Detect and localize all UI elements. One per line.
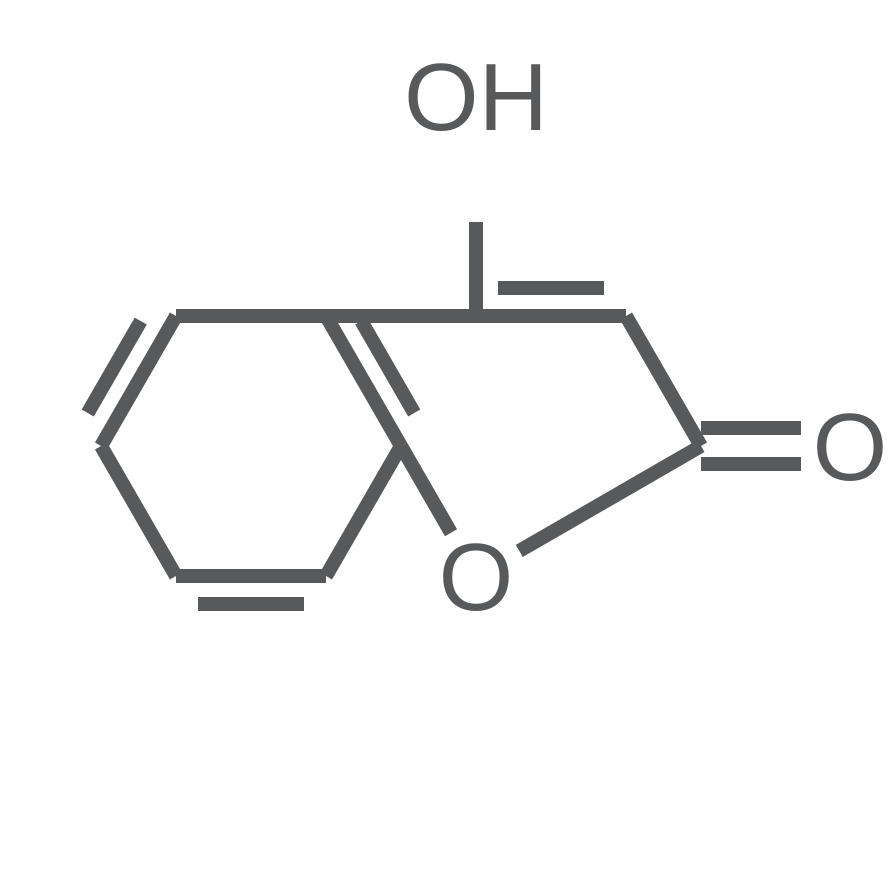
atom-label: O [813,394,888,501]
molecule-diagram: OH O O [0,0,890,890]
atom-label: O [439,524,514,631]
atom-label: OH [404,44,548,151]
